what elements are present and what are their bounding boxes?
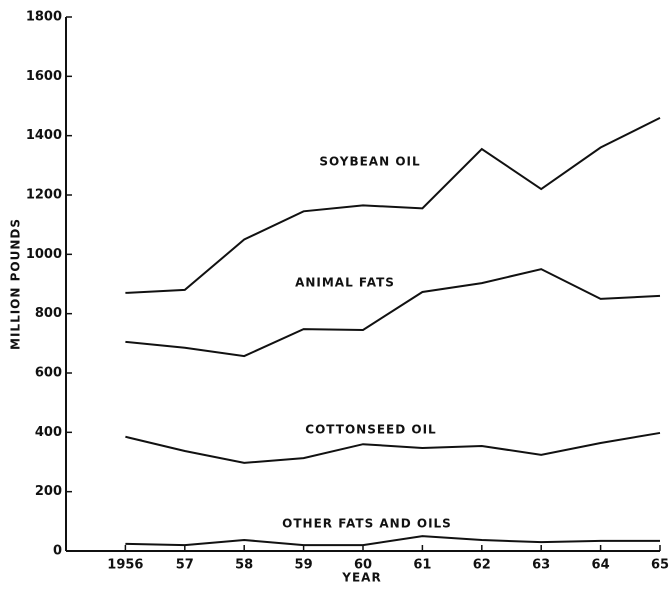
series-line — [125, 431, 661, 464]
x-tick-label: 61 — [413, 558, 431, 573]
y-tick-label: 600 — [35, 366, 62, 381]
y-tick-label: 400 — [35, 425, 62, 440]
series-line — [125, 535, 660, 547]
x-tick-label: 1956 — [107, 558, 143, 573]
x-tick-label: 59 — [295, 558, 313, 573]
series-line — [125, 116, 661, 294]
y-tick-label: 800 — [35, 306, 62, 321]
series-line — [125, 268, 661, 358]
x-axis-label: YEAR — [341, 571, 381, 585]
y-tick-label: 1400 — [26, 128, 62, 143]
x-tick-label: 58 — [235, 558, 253, 573]
x-tick-label: 65 — [651, 558, 669, 573]
y-tick-label: 1800 — [26, 10, 62, 25]
x-tick-label: 62 — [473, 558, 491, 573]
x-tick-label: 63 — [532, 558, 550, 573]
y-tick-label: 1000 — [26, 247, 62, 262]
series-label: COTTONSEED OIL — [305, 423, 436, 437]
series-label: ANIMAL FATS — [295, 276, 395, 290]
y-tick-label: 1200 — [26, 188, 62, 203]
series-label: SOYBEAN OIL — [319, 155, 420, 169]
series-label: OTHER FATS AND OILS — [282, 517, 452, 531]
y-tick-label: 1600 — [26, 69, 62, 84]
y-tick-label: 200 — [35, 484, 62, 499]
x-tick-label: 64 — [592, 558, 610, 573]
x-tick-label: 57 — [176, 558, 194, 573]
y-tick-label: 0 — [53, 544, 62, 559]
x-tick-label: 60 — [354, 558, 372, 573]
y-axis-label: MILLION POUNDS — [9, 218, 23, 350]
